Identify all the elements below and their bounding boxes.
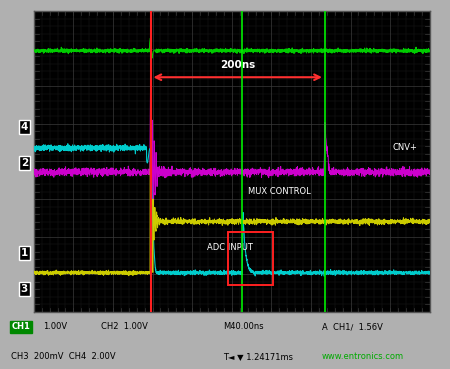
Text: ADC INPUT: ADC INPUT: [207, 243, 253, 252]
Text: CNV+: CNV+: [393, 144, 418, 152]
Text: 4: 4: [21, 122, 28, 132]
Text: 2: 2: [21, 158, 28, 168]
Text: CH2  1.00V: CH2 1.00V: [101, 322, 148, 331]
Text: T◄ ▼ 1.24171ms: T◄ ▼ 1.24171ms: [223, 352, 293, 361]
Text: M40.00ns: M40.00ns: [223, 322, 263, 331]
Text: 3: 3: [21, 284, 28, 294]
Text: 200ns: 200ns: [220, 60, 255, 70]
Text: CH1: CH1: [11, 322, 30, 331]
Text: www.entronics.com: www.entronics.com: [322, 352, 404, 361]
Text: CH3  200mV  CH4  2.00V: CH3 200mV CH4 2.00V: [11, 352, 116, 361]
Text: 1.00V: 1.00V: [43, 322, 67, 331]
Text: 1: 1: [21, 248, 28, 258]
Bar: [228, 232, 273, 285]
Text: MUX CONTROL: MUX CONTROL: [248, 187, 310, 196]
Text: A  CH1∕  1.56V: A CH1∕ 1.56V: [322, 322, 382, 331]
